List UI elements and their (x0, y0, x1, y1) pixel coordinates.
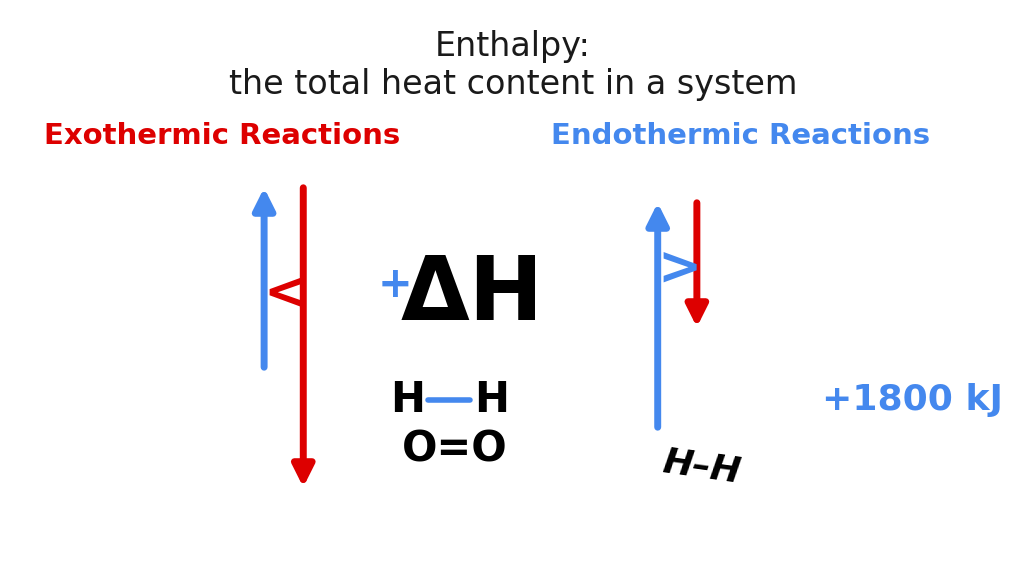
Text: ΔH: ΔH (400, 252, 544, 339)
Text: H: H (474, 379, 509, 421)
Text: >: > (657, 244, 701, 296)
Text: Endothermic Reactions: Endothermic Reactions (551, 122, 931, 150)
Text: O=O: O=O (402, 429, 508, 471)
Text: +: + (378, 264, 413, 306)
Text: H–H: H–H (660, 446, 743, 490)
Text: H: H (390, 379, 426, 421)
Text: Exothermic Reactions: Exothermic Reactions (44, 122, 400, 150)
Text: <: < (263, 269, 308, 321)
Text: +1800 kJ: +1800 kJ (822, 383, 1002, 417)
Text: Enthalpy:: Enthalpy: (435, 30, 591, 63)
Text: the total heat content in a system: the total heat content in a system (228, 68, 797, 101)
